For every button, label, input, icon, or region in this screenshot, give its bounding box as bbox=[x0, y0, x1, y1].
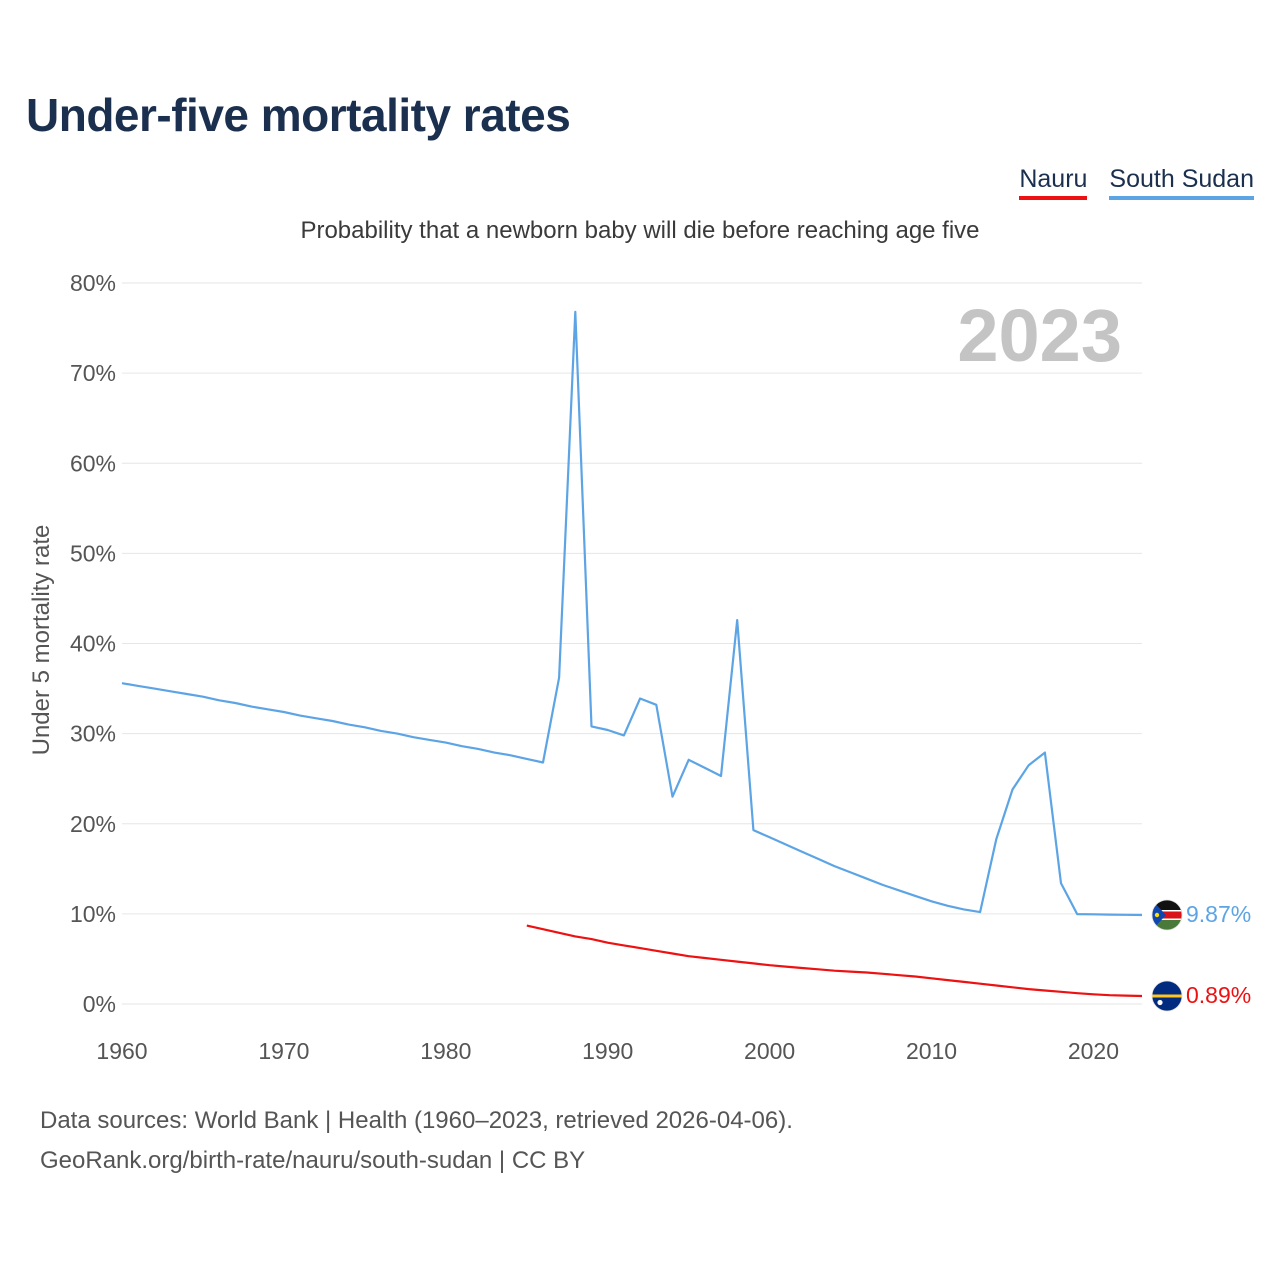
series-lines bbox=[121, 310, 1143, 998]
y-tick-label: 50% bbox=[70, 540, 116, 566]
x-tick-label: 1990 bbox=[582, 1038, 633, 1064]
y-tick-label: 30% bbox=[70, 721, 116, 747]
grid-lines bbox=[122, 282, 1142, 1005]
y-tick-label: 20% bbox=[70, 811, 116, 837]
y-tick-label: 70% bbox=[70, 360, 116, 386]
x-tick-label: 1960 bbox=[96, 1038, 147, 1064]
end-label-nauru: 0.89% bbox=[1186, 982, 1251, 1008]
y-axis-ticks: 0% 10% 20% 30% 40% 50% 60% 70% 80% bbox=[70, 270, 116, 1017]
south-sudan-flag-icon bbox=[1151, 899, 1183, 931]
y-tick-label: 40% bbox=[70, 631, 116, 657]
series-line-nauru bbox=[526, 924, 1143, 998]
source-line-2[interactable]: GeoRank.org/birth-rate/nauru/south-sudan… bbox=[40, 1147, 586, 1174]
x-tick-label: 2000 bbox=[744, 1038, 795, 1064]
legend-item-south-sudan[interactable]: South Sudan bbox=[1109, 165, 1254, 200]
x-axis-ticks: 1960 1970 1980 1990 2000 2010 2020 bbox=[96, 1038, 1119, 1064]
end-label-south-sudan: 9.87% bbox=[1186, 901, 1251, 927]
source-line-1: Data sources: World Bank | Health (1960–… bbox=[40, 1107, 793, 1134]
nauru-flag-icon bbox=[1151, 980, 1183, 1012]
y-tick-label: 10% bbox=[70, 901, 116, 927]
x-tick-label: 2010 bbox=[906, 1038, 957, 1064]
x-tick-label: 2020 bbox=[1068, 1038, 1119, 1064]
y-tick-label: 80% bbox=[70, 270, 116, 296]
series-line-south-sudan bbox=[121, 310, 1143, 917]
chart-title: Under-five mortality rates bbox=[26, 89, 571, 141]
chart-subtitle: Probability that a newborn baby will die… bbox=[300, 217, 980, 244]
y-tick-label: 60% bbox=[70, 450, 116, 476]
legend-item-nauru[interactable]: Nauru bbox=[1019, 165, 1088, 200]
y-tick-label: 0% bbox=[83, 991, 116, 1017]
legend: Nauru South Sudan bbox=[1019, 165, 1254, 200]
year-watermark: 2023 bbox=[957, 294, 1122, 377]
x-tick-label: 1970 bbox=[258, 1038, 309, 1064]
x-tick-label: 1980 bbox=[420, 1038, 471, 1064]
